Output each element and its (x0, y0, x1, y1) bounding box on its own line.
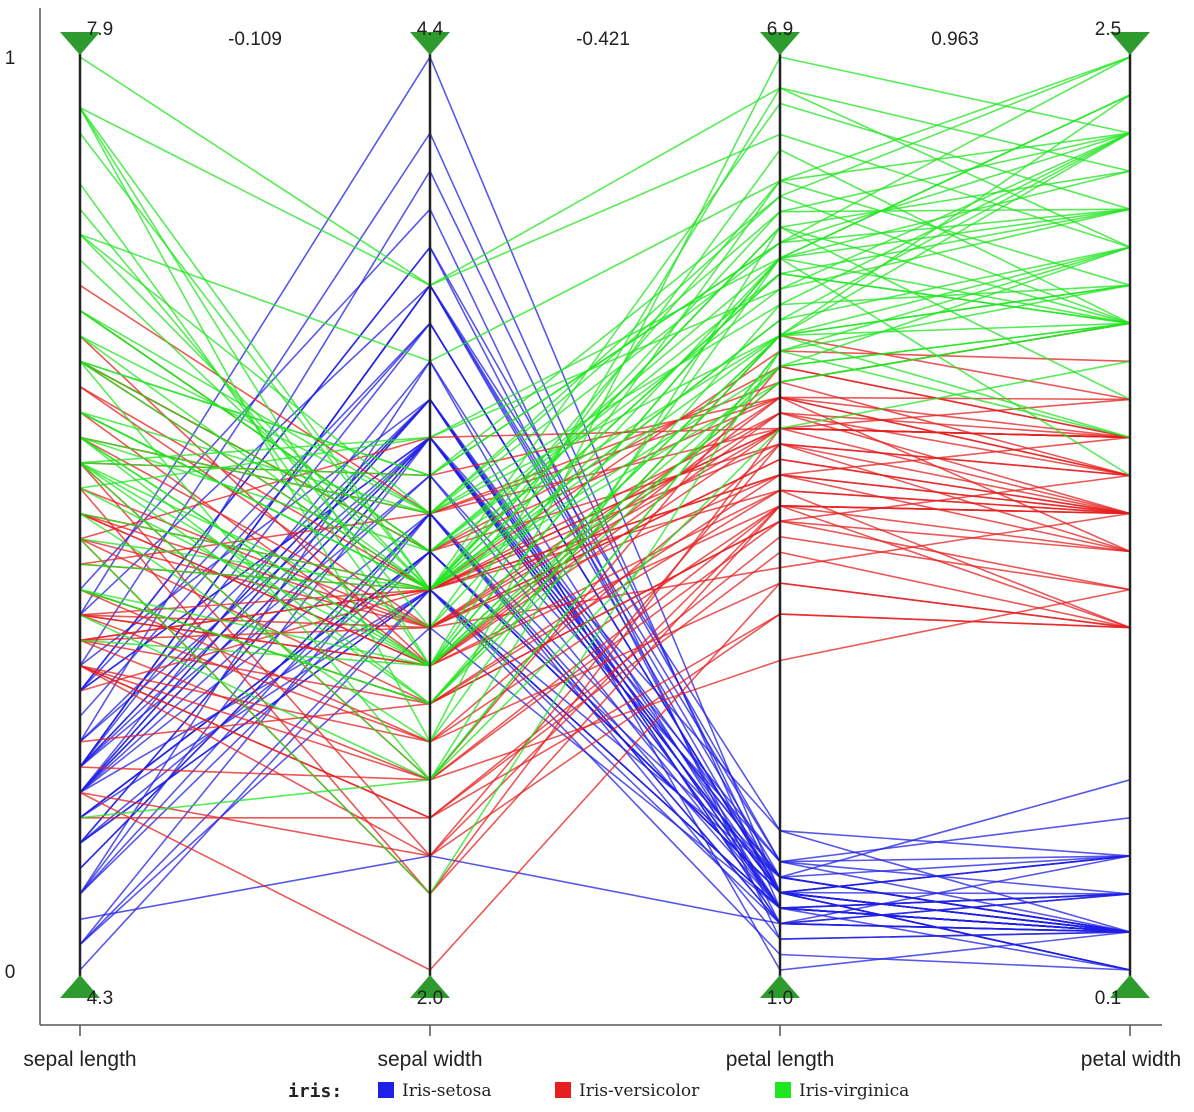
axis-min-label: 4.3 (87, 988, 113, 1009)
line-iris-virginica-37 (79, 272, 1131, 553)
correlation-label-3: 0.963 (931, 29, 979, 50)
axis-min-handle-icon[interactable] (760, 975, 800, 998)
line-iris-virginica-41 (79, 132, 1131, 553)
line-iris-virginica-25 (79, 195, 1131, 515)
line-iris-virginica-11 (79, 284, 1131, 705)
line-iris-virginica-22 (79, 86, 1131, 668)
legend-swatch-setosa (378, 1082, 394, 1098)
axis-petal-length: 6.9 1.0 petal length (726, 19, 835, 1071)
line-iris-virginica-9 (79, 56, 1131, 363)
axis-min-handle-icon[interactable] (60, 975, 100, 998)
legend-label-virginica: Iris-virginica (799, 1081, 909, 1101)
line-iris-versicolor-48 (79, 588, 1131, 781)
line-iris-versicolor-49 (79, 489, 1131, 667)
axis-min-label: 1.0 (767, 988, 793, 1009)
line-iris-versicolor-40 (79, 443, 1131, 743)
correlation-label-1: -0.109 (228, 29, 282, 50)
line-iris-setosa-46 (79, 283, 1131, 933)
line-iris-versicolor-47 (79, 458, 1131, 629)
line-iris-setosa-42 (79, 512, 1131, 946)
legend-swatch-versicolor (555, 1082, 571, 1098)
axis-sepal-length: 7.9 4.3 sepal length (23, 19, 136, 1071)
line-iris-virginica-29 (79, 226, 1131, 591)
legend-label-versicolor: Iris-versicolor (579, 1081, 700, 1101)
line-iris-versicolor-45 (79, 473, 1131, 616)
legend-swatch-virginica (775, 1082, 791, 1098)
line-iris-virginica-44 (79, 56, 1131, 477)
line-iris-versicolor-37 (79, 443, 1131, 858)
line-iris-virginica-0 (79, 56, 1131, 477)
line-iris-virginica-19 (79, 350, 1131, 896)
line-iris-virginica-48 (79, 132, 1131, 489)
legend: iris: Iris-setosa Iris-versicolor Iris-v… (288, 1081, 909, 1102)
axis-max-handle-icon[interactable] (760, 32, 800, 55)
axis-max-handle-icon[interactable] (60, 32, 100, 55)
line-iris-versicolor-35 (79, 398, 1131, 540)
axis-petal-width: 2.5 0.1 petal width (1081, 19, 1181, 1071)
line-iris-virginica-42 (79, 284, 1131, 705)
axis-min-label: 2.0 (417, 988, 443, 1009)
line-iris-versicolor-29 (79, 582, 1131, 743)
axis-max-label: 7.9 (87, 19, 113, 40)
line-iris-setosa-41 (79, 855, 1131, 925)
line-iris-versicolor-43 (79, 613, 1131, 857)
line-iris-virginica-21 (79, 246, 1131, 667)
axis-min-label: 0.1 (1095, 988, 1121, 1009)
line-iris-versicolor-39 (79, 504, 1131, 781)
axis-max-label: 4.4 (417, 19, 444, 40)
line-iris-setosa-13 (79, 588, 1131, 971)
line-iris-virginica-35 (79, 107, 1131, 591)
axis-name-label: sepal length (23, 1048, 136, 1071)
line-iris-setosa-43 (79, 398, 1131, 879)
line-iris-virginica-16 (79, 272, 1131, 591)
axis-min-handle-icon[interactable] (410, 975, 450, 998)
line-iris-virginica-34 (79, 257, 1131, 743)
correlation-label-2: -0.421 (576, 29, 630, 50)
axis-min-handle-icon[interactable] (1110, 975, 1150, 998)
axis-sepal-width: 4.4 2.0 sepal width (377, 19, 482, 1071)
axis-max-label: 2.5 (1095, 19, 1121, 40)
line-iris-setosa-10 (79, 321, 1131, 933)
line-iris-virginica-47 (79, 246, 1131, 591)
norm-top-label: 1 (5, 48, 16, 69)
axis-name-label: petal width (1081, 1048, 1181, 1071)
line-iris-setosa-48 (79, 321, 1131, 933)
line-iris-versicolor-31 (79, 551, 1131, 819)
line-iris-virginica-49 (79, 322, 1131, 591)
legend-title: iris: (288, 1081, 342, 1102)
axis-name-label: sepal width (377, 1048, 482, 1071)
line-iris-setosa-8 (79, 626, 1131, 946)
axis-name-label: petal length (726, 1048, 835, 1071)
axis-max-handle-icon[interactable] (1110, 32, 1150, 55)
line-iris-virginica-40 (79, 94, 1131, 553)
legend-label-setosa: Iris-setosa (402, 1081, 491, 1101)
axis-max-label: 6.9 (767, 19, 793, 40)
line-iris-setosa-37 (79, 550, 1131, 971)
line-iris-virginica-46 (79, 284, 1131, 781)
line-iris-virginica-38 (79, 322, 1131, 591)
line-iris-virginica-17 (79, 87, 1131, 287)
data-lines (79, 55, 1131, 971)
norm-bottom-label: 0 (5, 962, 16, 983)
axis-max-handle-icon[interactable] (410, 32, 450, 55)
line-iris-virginica-31 (79, 56, 1131, 287)
